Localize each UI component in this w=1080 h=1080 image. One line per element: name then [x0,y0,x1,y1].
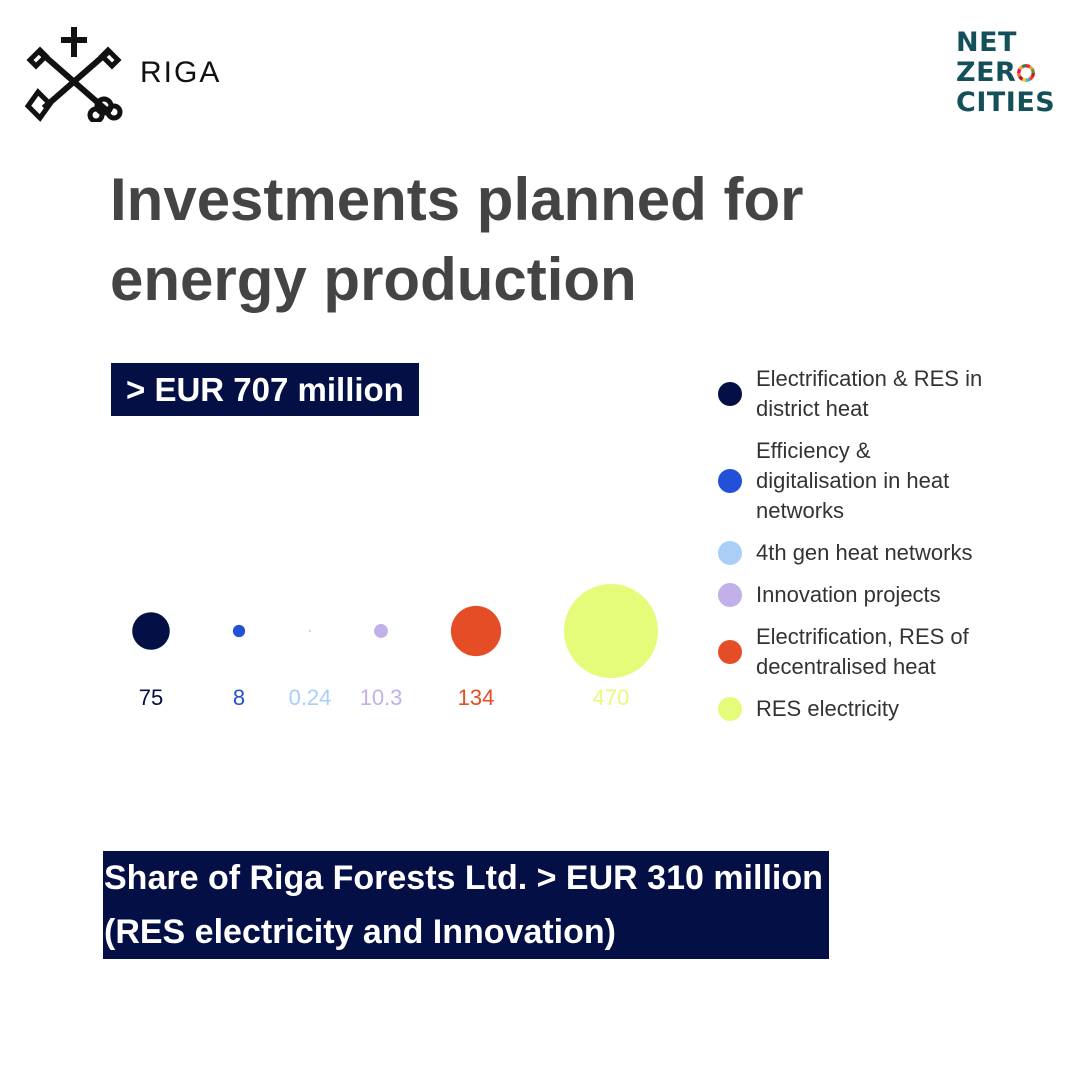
net-zero-cities-logo: NET ZER CITIES [956,28,1055,118]
legend-label: Electrification, RES of decentralised he… [756,624,969,679]
bubble-chart: 75 8 0.24 10.3 134 470 [132,584,658,710]
legend-label: 4th gen heat networks [756,540,973,565]
logo-line-2: ZER [956,58,1055,88]
bubble-1 [132,612,170,650]
legend-dot-icon [718,541,742,565]
legend-item: Electrification & RES in district heat [718,364,1068,424]
legend-dot-icon [718,640,742,664]
sdg-color-ring-icon [1017,64,1036,82]
logo-line-3: CITIES [956,87,1056,118]
legend-dot-icon [718,697,742,721]
legend-label: Electrification & RES in district heat [756,366,983,421]
bubble-value-label-1: 75 [139,685,163,710]
legend-item: Innovation projects [718,580,1068,610]
legend-item: 4th gen heat networks [718,538,1068,568]
share-line-1: Share of Riga Forests Ltd. > EUR 310 mil… [104,859,823,897]
bubble-2 [232,624,246,638]
logo-line-1: NET [956,27,1017,58]
bubble-value-label-5: 134 [458,685,495,710]
logo-line-2-text: ZER [956,57,1017,88]
bubble-value-label-2: 8 [233,685,245,710]
share-note-box: Share of Riga Forests Ltd. > EUR 310 mil… [103,851,829,959]
share-line-2: (RES electricity and Innovation) [104,913,616,951]
bubble-3 [308,629,312,633]
bubble-4 [374,624,388,638]
legend-item: Electrification, RES of decentralised he… [718,622,1068,682]
bubble-value-label-4: 10.3 [360,685,403,710]
title-line-2: energy production [110,246,637,313]
legend-item: RES electricity [718,694,1068,724]
chart-legend: Electrification & RES in district heat Ef… [718,364,1068,736]
bubble-6 [564,584,658,678]
legend-label: Innovation projects [756,582,941,607]
legend-label: Efficiency & digitalisation in heat netw… [756,438,950,523]
legend-dot-icon [718,469,742,493]
total-investment-badge: > EUR 707 million [111,363,419,416]
legend-dot-icon [718,382,742,406]
bubble-value-label-3: 0.24 [289,685,332,710]
bubble-value-label-6: 470 [593,685,630,710]
title-line-1: Investments planned for [110,166,804,233]
city-name: RIGA [140,56,222,89]
legend-dot-icon [718,583,742,607]
legend-item: Efficiency & digitalisation in heat netw… [718,436,1068,526]
riga-crossed-keys-logo-icon [24,27,123,122]
page-title: Investments planned for energy productio… [110,160,910,320]
bubble-5 [450,605,502,657]
legend-label: RES electricity [756,696,900,721]
